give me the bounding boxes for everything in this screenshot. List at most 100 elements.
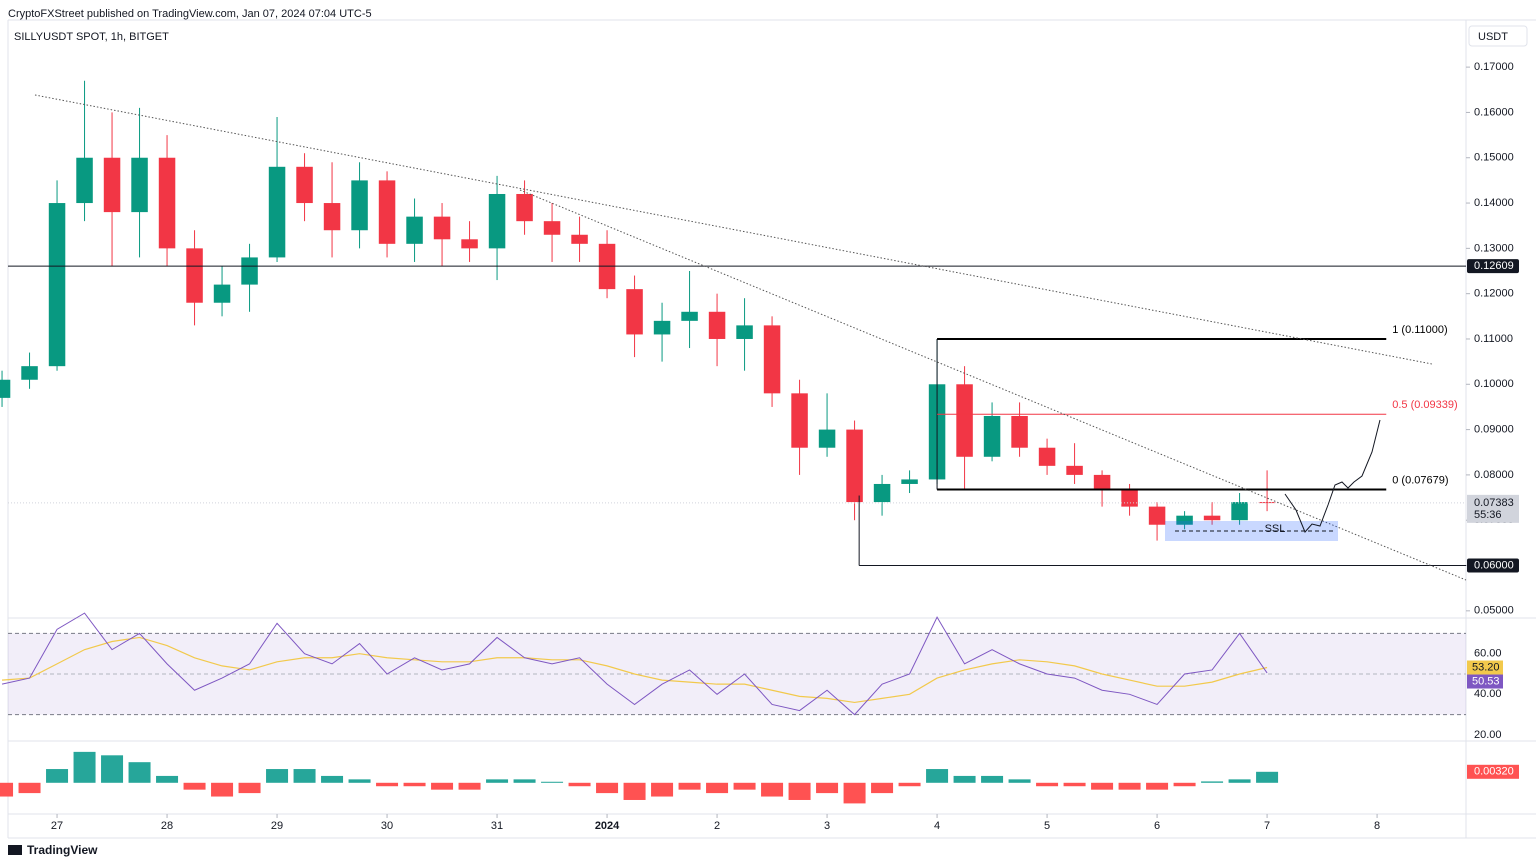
y-tick-label: 0.09000 (1474, 423, 1514, 435)
candle-body (681, 311, 698, 321)
histogram-bar (238, 782, 261, 794)
trendline (34, 94, 1433, 365)
level-label: 0.06000 (1474, 559, 1514, 571)
x-tick-label: 7 (1264, 820, 1270, 832)
histogram-bar (376, 782, 399, 787)
symbol: SILLYUSDT SPOT, 1h, BITGET (14, 31, 169, 43)
y-tick-label: 0.17000 (1474, 61, 1514, 73)
publisher: CryptoFXStreet published on TradingView.… (8, 8, 372, 20)
candle-body (1038, 447, 1056, 466)
candle-body (983, 416, 1001, 457)
fib-label: 0.5 (0.09339) (1392, 399, 1457, 411)
y-tick-label: 0.14000 (1474, 197, 1514, 209)
x-tick-label: 29 (271, 820, 283, 832)
countdown: 55:36 (1474, 509, 1502, 521)
level-label: 0.12609 (1474, 260, 1514, 272)
y-tick-label: 60.00 (1474, 648, 1502, 660)
histogram-bar (596, 782, 619, 794)
histogram-bar (816, 782, 839, 794)
candle-body (736, 325, 753, 339)
histogram-bar (541, 781, 564, 783)
marks: 0.050000.060000.070000.080000.090000.100… (0, 61, 1519, 832)
candle-body (846, 429, 863, 503)
candle-body (241, 257, 258, 285)
candle-body (296, 166, 313, 204)
candle-body (186, 248, 203, 303)
histogram-bar (403, 782, 426, 787)
brand-logo (8, 845, 22, 855)
x-tick-label: 6 (1154, 820, 1160, 832)
histogram-bar (73, 751, 96, 783)
candle-body (791, 393, 808, 448)
y-tick-label: 0.08000 (1474, 469, 1514, 481)
candle-body (653, 320, 671, 335)
candle-body (488, 193, 506, 249)
histogram-bar (1201, 781, 1224, 783)
histogram-bar (211, 782, 234, 797)
candle-body (956, 384, 973, 457)
histogram-bar (651, 782, 674, 797)
histogram-bar (101, 755, 124, 783)
candle-body (406, 216, 423, 244)
projection-path (1284, 419, 1381, 533)
histogram-bar (348, 779, 371, 783)
brand-name: TradingView (27, 843, 98, 857)
candle-body (158, 157, 176, 249)
histogram-bar (1091, 782, 1114, 790)
ssl-label: SSL (1265, 523, 1286, 535)
histogram-bar (431, 782, 454, 790)
x-tick-label: 8 (1374, 820, 1380, 832)
last-price-label: 0.07383 (1474, 497, 1514, 509)
y-tick-label: 0.15000 (1474, 152, 1514, 164)
x-tick-label: 2 (714, 820, 720, 832)
candle-body (818, 429, 836, 448)
candle-body (708, 311, 726, 339)
currency-box[interactable] (1468, 25, 1528, 47)
ssl-zone (1165, 521, 1338, 541)
x-tick-label: 30 (381, 820, 393, 832)
candle-body (378, 180, 396, 244)
histogram-bar (678, 782, 701, 790)
candle-body (1176, 515, 1193, 525)
candle-body (131, 157, 148, 213)
y-tick-label: 0.12000 (1474, 288, 1514, 300)
x-tick-label: 2024 (595, 820, 620, 832)
histogram-bar (871, 782, 894, 794)
candle-body (571, 234, 588, 244)
candle-body (351, 180, 368, 231)
value-label: 50.53 (1472, 675, 1500, 687)
brand: TradingView (8, 843, 98, 857)
x-tick-label: 3 (824, 820, 830, 832)
level-label-box (1467, 558, 1519, 573)
candle-body (461, 239, 478, 249)
histogram-bar (623, 782, 646, 800)
candle-body (103, 157, 121, 213)
candle-body (1121, 488, 1138, 507)
histogram-bar (1256, 771, 1279, 783)
candle-body (21, 366, 38, 380)
histogram-bar (926, 769, 949, 783)
histogram-bar (1228, 779, 1251, 783)
histogram-bar (1036, 782, 1059, 787)
rsi-line (1, 612, 1268, 716)
histogram-bar (46, 769, 69, 783)
histogram-bar (266, 769, 289, 783)
candle-body (1093, 474, 1111, 489)
histogram-bar (0, 782, 14, 797)
histogram-bar (1118, 782, 1141, 790)
histogram-bar (513, 779, 536, 783)
histogram-bar (733, 782, 756, 790)
value-box (1467, 764, 1519, 779)
histogram-bar (1146, 782, 1169, 790)
y-tick-label: 0.05000 (1474, 605, 1514, 617)
histogram-bar (706, 782, 729, 794)
y-tick-label: 0.10000 (1474, 378, 1514, 390)
value-box (1467, 674, 1503, 689)
candle-body (901, 479, 918, 484)
histogram-bar (953, 775, 976, 783)
histogram-bar (1063, 782, 1086, 787)
x-tick-label: 4 (934, 820, 940, 832)
candle-body (268, 166, 286, 258)
y-tick-label: 0.16000 (1474, 106, 1514, 118)
